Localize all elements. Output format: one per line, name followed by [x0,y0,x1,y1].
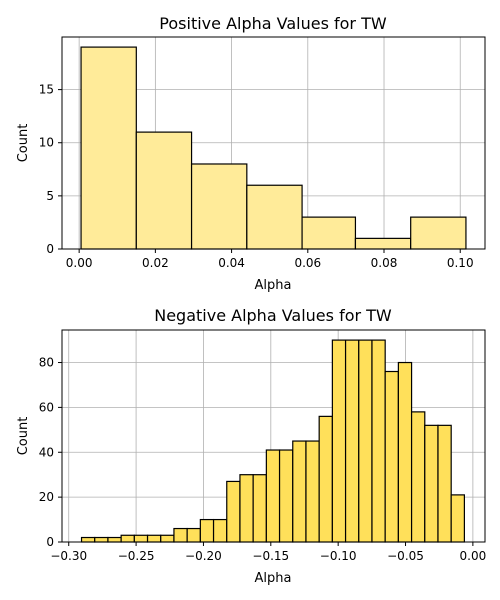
x-tick-label: 0.00 [66,256,93,270]
histogram-bar [107,536,122,543]
x-tick-label: −0.25 [118,549,155,563]
x-tick-label: 0.00 [460,549,487,563]
y-tick-label: 5 [46,189,54,203]
histogram-bar [397,361,413,543]
histogram-bar [212,518,228,543]
histogram-bar [226,480,241,543]
histogram-bar [354,237,412,250]
y-tick-label: 60 [39,400,54,414]
negative-alpha-chart: Negative Alpha Values for TW Count Alpha… [16,306,486,586]
histogram-bar [437,424,452,543]
chart-title: Negative Alpha Values for TW [154,306,392,325]
histogram-bar [331,339,347,543]
x-tick-label: 0.02 [142,256,169,270]
histogram-bar [160,534,175,543]
histogram-bar [173,527,188,543]
histogram-bar [80,46,137,250]
y-tick-label: 0 [46,242,54,256]
histogram-bar [278,449,294,543]
histogram-bar [94,536,109,543]
histogram-bar [133,534,149,543]
y-tick-label: 20 [39,490,54,504]
y-tick-label: 40 [39,445,54,459]
histogram-bar [252,474,267,543]
histogram-bar [146,534,162,543]
chart-title: Positive Alpha Values for TW [159,14,387,33]
x-axis-label: Alpha [255,571,292,586]
histogram-bar [292,440,307,543]
y-axis-label: Count [16,124,31,163]
x-tick-label: −0.10 [320,549,357,563]
axes-frame [61,329,486,543]
x-tick-label: −0.05 [387,549,424,563]
histogram-bar [246,184,303,250]
histogram-bar [186,527,201,543]
histogram-bar [239,474,254,543]
x-tick-label: −0.20 [185,549,222,563]
histogram-bar [424,424,439,543]
histogram-bar [80,536,96,543]
histogram-bar [190,163,248,250]
histogram-bar [344,339,360,543]
x-tick-label: −0.30 [50,549,87,563]
histogram-bar [450,494,465,543]
histogram-bar [371,339,386,543]
histogram-bar [305,440,320,543]
histogram-bar [135,131,193,250]
y-axis-label: Count [16,417,31,456]
x-tick-label: 0.06 [294,256,321,270]
histogram-bar [265,449,281,543]
positive-alpha-chart: Positive Alpha Values for TW Count Alpha… [16,14,486,293]
x-tick-label: 0.10 [447,256,474,270]
histogram-bar [410,216,467,250]
x-tick-label: 0.04 [218,256,245,270]
x-tick-label: −0.15 [252,549,289,563]
histogram-bar [410,411,426,543]
y-tick-label: 15 [39,83,54,97]
histogram-bar [358,339,373,543]
y-tick-label: 0 [46,535,54,549]
histogram-bar [384,370,399,543]
histogram-bar [199,518,215,543]
y-tick-label: 80 [39,356,54,370]
x-axis-label: Alpha [255,278,292,293]
histogram-bar [120,534,135,543]
y-tick-label: 10 [39,136,54,150]
x-tick-label: 0.08 [371,256,398,270]
histogram-bar [318,415,333,543]
histogram-bar [301,216,357,250]
